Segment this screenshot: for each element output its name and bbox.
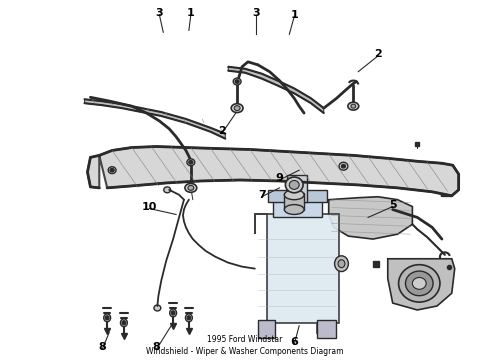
Ellipse shape: [233, 78, 241, 85]
Ellipse shape: [172, 311, 175, 315]
Ellipse shape: [105, 316, 109, 320]
Text: 1995 Ford Windstar
Windshield - Wiper & Washer Components Diagram: 1995 Ford Windstar Windshield - Wiper & …: [146, 335, 344, 356]
Polygon shape: [388, 259, 455, 310]
Ellipse shape: [284, 204, 304, 215]
Polygon shape: [255, 215, 339, 333]
Ellipse shape: [110, 168, 114, 172]
Ellipse shape: [121, 319, 127, 327]
Ellipse shape: [284, 190, 304, 200]
Text: 1: 1: [187, 8, 195, 18]
Text: 6: 6: [290, 337, 298, 347]
Ellipse shape: [154, 305, 161, 311]
Ellipse shape: [338, 260, 345, 267]
Text: 3: 3: [155, 8, 163, 18]
Ellipse shape: [234, 106, 240, 111]
Text: 1: 1: [291, 10, 298, 19]
Text: 8: 8: [152, 342, 160, 352]
Text: 2: 2: [219, 126, 226, 136]
Ellipse shape: [104, 314, 111, 322]
Ellipse shape: [188, 185, 194, 190]
Ellipse shape: [170, 309, 176, 317]
Ellipse shape: [339, 162, 348, 170]
Ellipse shape: [189, 161, 193, 164]
Polygon shape: [272, 200, 322, 217]
Ellipse shape: [231, 104, 243, 113]
Ellipse shape: [235, 80, 239, 83]
Ellipse shape: [164, 187, 171, 193]
Polygon shape: [317, 320, 336, 338]
Polygon shape: [228, 67, 324, 113]
Ellipse shape: [335, 256, 348, 271]
Text: 5: 5: [389, 199, 396, 210]
Text: 10: 10: [142, 202, 157, 212]
Ellipse shape: [413, 278, 426, 289]
Ellipse shape: [108, 167, 116, 174]
Ellipse shape: [185, 314, 193, 322]
Polygon shape: [284, 193, 304, 210]
Text: 8: 8: [98, 342, 106, 352]
Ellipse shape: [285, 177, 303, 193]
Polygon shape: [84, 99, 225, 139]
Text: 9: 9: [275, 173, 283, 183]
Ellipse shape: [342, 165, 345, 168]
Text: 3: 3: [252, 8, 260, 18]
Ellipse shape: [187, 159, 195, 166]
Polygon shape: [88, 147, 459, 196]
Polygon shape: [258, 320, 274, 338]
Ellipse shape: [289, 180, 299, 189]
Polygon shape: [287, 175, 307, 202]
Polygon shape: [268, 190, 327, 202]
Polygon shape: [329, 197, 413, 239]
Text: 4: 4: [409, 293, 416, 303]
Ellipse shape: [398, 265, 440, 302]
Ellipse shape: [406, 271, 433, 296]
Text: 2: 2: [374, 49, 382, 59]
Text: 7: 7: [258, 190, 266, 200]
Ellipse shape: [185, 184, 197, 192]
Ellipse shape: [348, 102, 359, 110]
Ellipse shape: [122, 321, 125, 325]
Ellipse shape: [351, 104, 356, 108]
Ellipse shape: [187, 316, 191, 320]
